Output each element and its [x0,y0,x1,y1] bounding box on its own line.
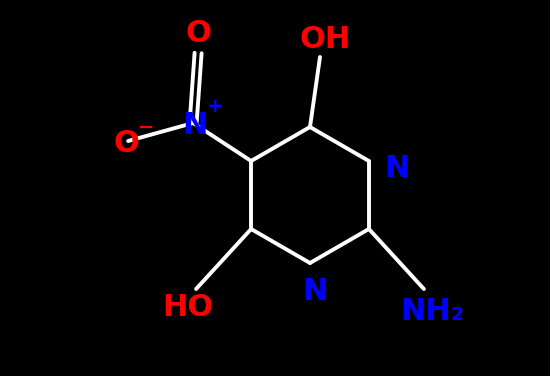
Text: −: − [138,117,155,136]
Text: OH: OH [299,24,351,53]
Text: O: O [113,129,139,158]
Text: NH₂: NH₂ [400,297,464,326]
Text: N: N [302,276,328,305]
Text: N: N [384,155,410,183]
Text: O: O [185,18,211,47]
Text: HO: HO [162,293,214,321]
Text: +: + [207,97,223,117]
Text: N: N [183,111,208,139]
